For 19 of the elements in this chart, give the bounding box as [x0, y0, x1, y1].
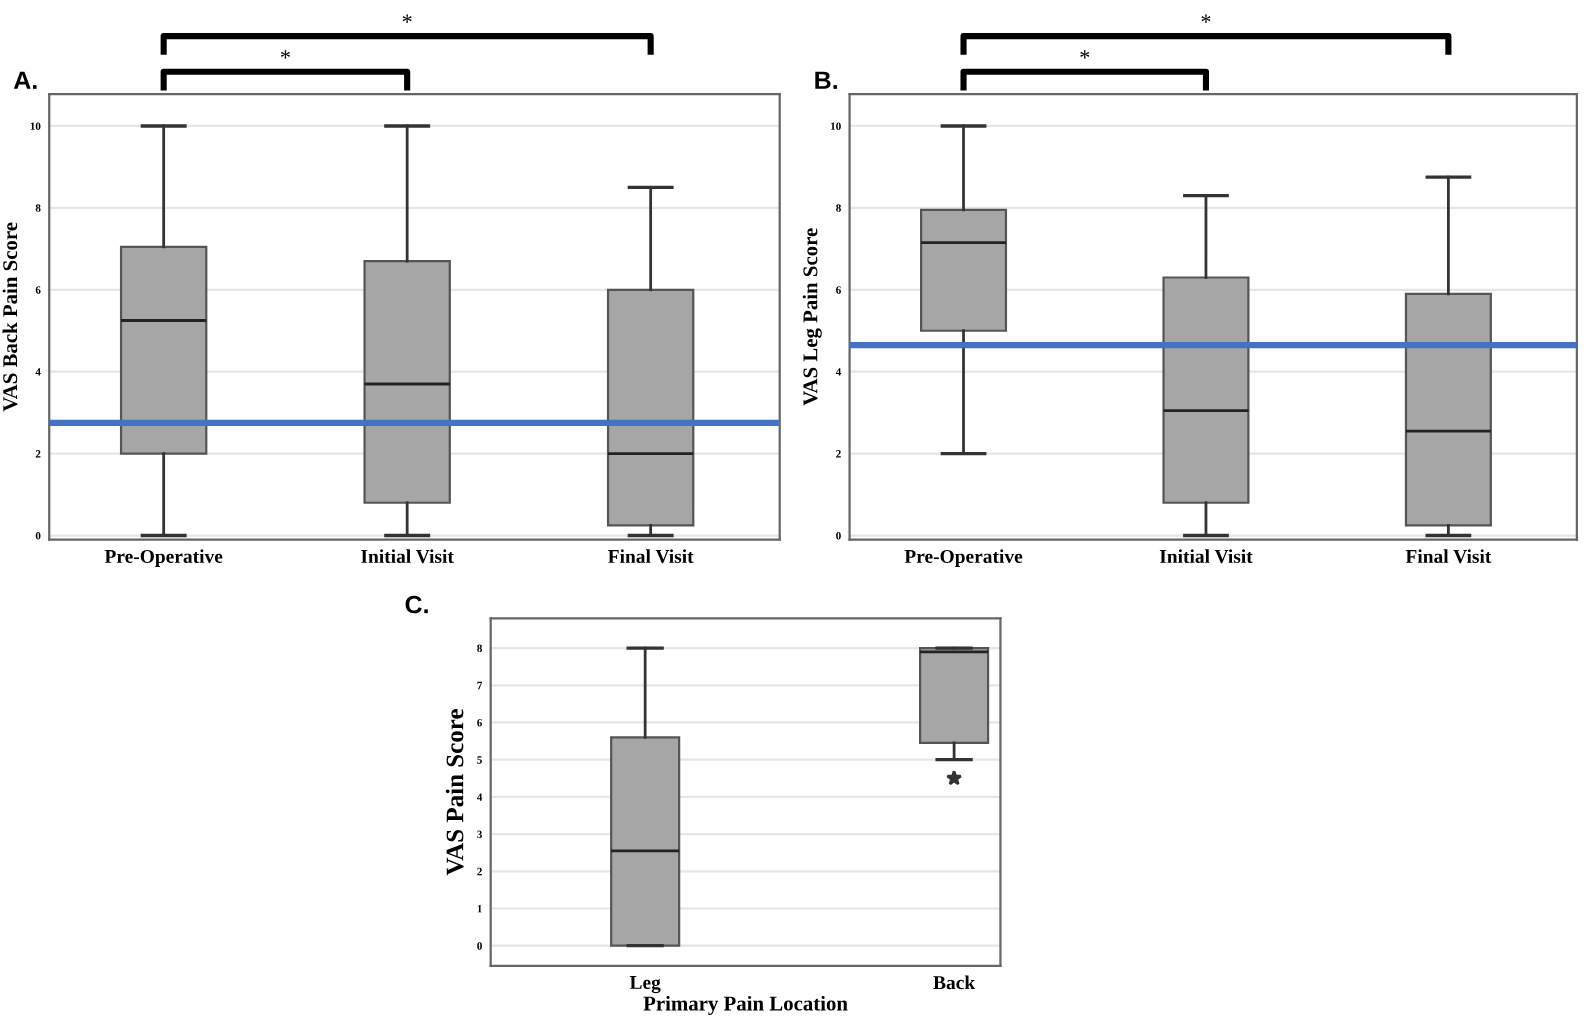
x-axis-title: Primary Pain Location [643, 995, 848, 1015]
x-tick-label: Leg [629, 976, 661, 994]
text: * [402, 14, 412, 23]
y-axis-title: VAS Pain Score [445, 709, 464, 876]
y-axis-title: VAS Back Pain Score [2, 222, 18, 412]
x-tick-label: Pre-Operative [104, 549, 223, 567]
text: * [280, 50, 290, 59]
chart-title: C. [405, 595, 428, 614]
text: * [1080, 50, 1090, 59]
x-tick-label: Back [933, 975, 976, 990]
x-tick-label: Pre-Operative [904, 549, 1023, 567]
chart-title: B. [815, 71, 837, 89]
text: * [1201, 14, 1211, 23]
x-tick-label: Final Visit [608, 549, 694, 564]
x-tick-label: Initial Visit [1159, 549, 1253, 564]
x-tick-label: Final Visit [1405, 549, 1492, 564]
x-tick-label: Initial Visit [361, 549, 454, 564]
chart-title: A. [13, 71, 37, 89]
y-axis-title: VAS Leg Pain Score [802, 228, 822, 406]
